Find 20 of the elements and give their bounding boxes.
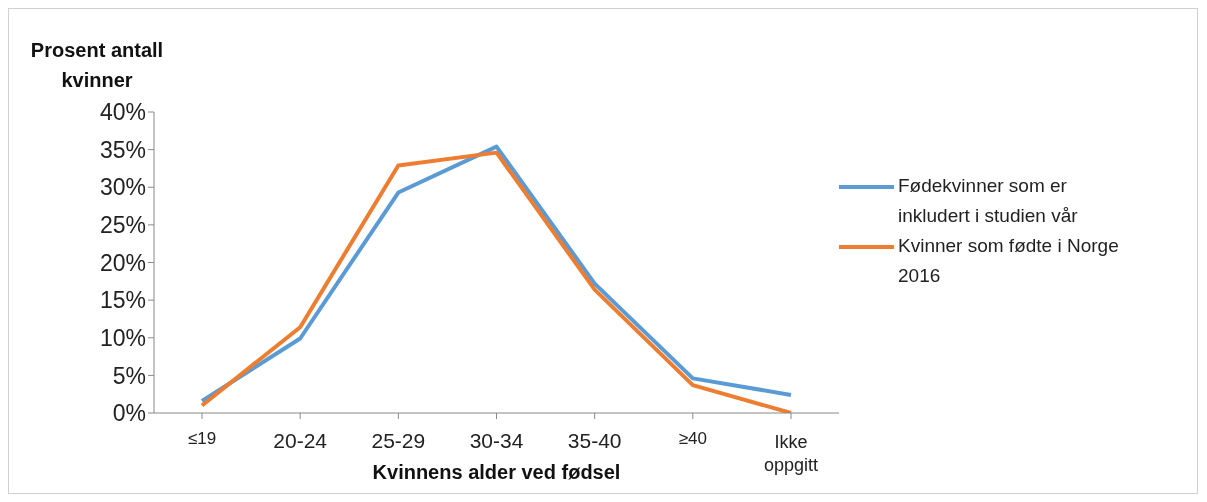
y-tick-label: 0% — [112, 400, 146, 427]
legend-label: Kvinner som fødte i Norge 2016 — [898, 234, 1120, 288]
x-tick-label: 35-40 — [567, 428, 622, 452]
legend-label: Fødekvinner som er inkludert i studien vår — [898, 174, 1079, 228]
y-tick-label: 15% — [99, 287, 146, 314]
x-axis-title: Kvinnens alder ved fødsel — [372, 461, 621, 483]
x-tick-label: Ikke oppgitt — [763, 431, 819, 475]
x-tick-label: 25-29 — [371, 428, 426, 452]
y-tick-label: 25% — [99, 212, 146, 239]
x-tick-label: 30-34 — [469, 428, 524, 452]
y-tick-label: 35% — [99, 136, 146, 163]
x-tick-label: 20-24 — [273, 428, 328, 452]
x-tick-label: ≥40 — [678, 429, 707, 449]
y-tick-label: 30% — [99, 174, 146, 201]
y-tick-label: 40% — [99, 99, 146, 126]
x-tick-label: ≤19 — [187, 429, 217, 449]
y-tick-label: 20% — [99, 249, 146, 276]
y-axis-title: Prosent antall kvinner — [29, 38, 165, 93]
y-tick-label: 5% — [112, 362, 146, 389]
y-tick-label: 10% — [99, 324, 146, 351]
